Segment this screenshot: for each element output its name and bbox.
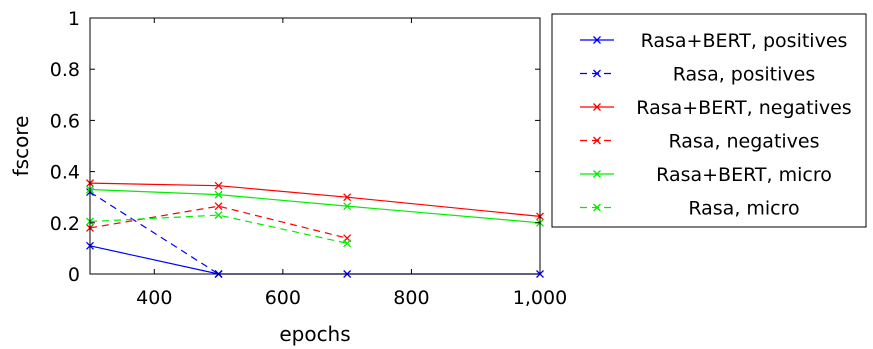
data-point: [593, 103, 601, 111]
data-point: [593, 36, 601, 44]
y-tick-label: 0.4: [50, 162, 80, 184]
data-point: [343, 202, 352, 211]
legend-entry: Rasa+BERT, positives: [580, 30, 847, 52]
data-point: [343, 239, 352, 248]
series-line: [89, 191, 219, 275]
series-rasa-negatives: [86, 202, 352, 243]
data-point: [593, 170, 601, 178]
legend-label: Rasa, micro: [688, 198, 799, 220]
legend-label: Rasa, negatives: [668, 131, 819, 153]
data-point: [214, 190, 223, 199]
y-tick-label: 0.6: [50, 110, 80, 132]
axes: 0 0.2 0.4 0.6 0.8 1 400 600 800 1,000: [50, 8, 567, 309]
series-rasa-bert-negatives: [86, 179, 544, 221]
legend-label: Rasa+BERT, positives: [641, 30, 848, 52]
series-rasa-bert-micro: [86, 185, 544, 227]
x-tick-label: 400: [136, 287, 172, 309]
data-point: [214, 211, 223, 220]
x-tick-label: 800: [393, 287, 429, 309]
series-line: [89, 214, 348, 244]
series-rasa-positives: [86, 188, 223, 278]
series-line: [89, 188, 541, 224]
legend-entry: Rasa, negatives: [580, 131, 820, 153]
data-point: [214, 181, 223, 190]
data-point: [214, 202, 223, 211]
y-tick-label: 0.8: [50, 59, 80, 81]
series-rasa-bert-positives: [86, 241, 544, 278]
y-tick-label: 1: [68, 8, 80, 30]
legend-label: Rasa, positives: [673, 64, 815, 86]
y-tick-label: 0: [68, 264, 80, 286]
series-line: [89, 182, 541, 217]
x-tick-label: 1,000: [513, 287, 567, 309]
legend-label: Rasa+BERT, micro: [656, 164, 832, 186]
legend-entry: Rasa, micro: [580, 198, 800, 220]
y-axis-label: fscore: [9, 116, 33, 177]
y-tick-label: 0.2: [50, 213, 80, 235]
series-line: [89, 205, 348, 239]
x-tick-label: 600: [265, 287, 301, 309]
legend-entry: Rasa+BERT, micro: [580, 164, 832, 186]
series-layer: [86, 179, 544, 278]
legend-box: [551, 13, 867, 228]
legend-entry: Rasa, positives: [580, 64, 815, 86]
series-rasa-micro: [86, 211, 352, 248]
series-line: [89, 245, 540, 275]
data-point: [343, 193, 352, 202]
plot-frame: [89, 17, 541, 275]
data-point: [593, 69, 601, 78]
data-point: [593, 203, 601, 212]
legend: Rasa+BERT, positives Rasa, positives Rasa+…: [551, 13, 867, 228]
data-point: [593, 136, 601, 145]
legend-label: Rasa+BERT, negatives: [636, 97, 851, 119]
x-axis-label: epochs: [279, 322, 350, 346]
legend-entry: Rasa+BERT, negatives: [580, 97, 852, 119]
